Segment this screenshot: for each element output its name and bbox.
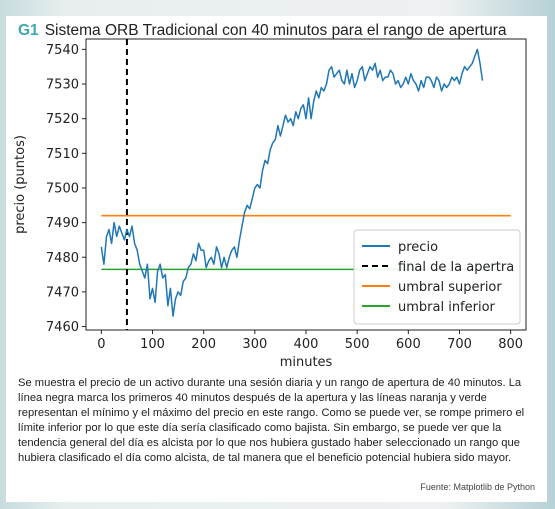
figure-title: G1 Sistema ORB Tradicional con 40 minutos… <box>18 22 507 40</box>
x-tick-label: 400 <box>294 337 319 352</box>
y-tick-label: 7510 <box>46 147 79 162</box>
x-tick-label: 600 <box>396 337 421 352</box>
x-tick-label: 0 <box>97 337 105 352</box>
price-line <box>100 48 484 317</box>
y-tick-label: 7480 <box>46 251 79 266</box>
x-tick-label: 200 <box>191 337 216 352</box>
figure-source: Fuente: Matplotlib de Python <box>420 482 535 492</box>
legend-upper-threshold-label: umbral superior <box>398 280 502 295</box>
x-axis-label: minutes <box>280 355 333 366</box>
y-tick-label: 7520 <box>46 112 79 127</box>
legend-lower-threshold-label: umbral inferior <box>398 300 496 315</box>
x-tick-label: 800 <box>498 337 523 352</box>
x-tick-label: 500 <box>345 337 370 352</box>
legend-box <box>353 229 521 325</box>
y-tick-label: 7460 <box>46 320 79 335</box>
y-axis-label: precio (puntos) <box>13 135 28 234</box>
x-tick-label: 100 <box>140 337 165 352</box>
y-tick-label: 7490 <box>46 216 79 231</box>
legend-opening-end-label: final de la apertra <box>398 260 514 275</box>
y-tick-label: 7530 <box>46 78 79 93</box>
y-tick-label: 7540 <box>46 43 79 58</box>
legend-price-label: precio <box>398 240 438 255</box>
figure-title-text: Sistema ORB Tradicional con 40 minutos p… <box>44 22 507 39</box>
y-tick-label: 7500 <box>46 181 79 196</box>
x-tick-label: 300 <box>242 337 267 352</box>
figure-card: G1 Sistema ORB Tradicional con 40 minutos… <box>6 16 547 502</box>
figure-caption: Se muestra el precio de un activo durant… <box>18 377 525 464</box>
price-chart: 0 100 200 300 400 500 600 700 800 7460 7470 7480 749… <box>13 38 527 366</box>
x-tick-label: 700 <box>447 337 472 352</box>
figure-tag: G1 <box>18 22 39 39</box>
y-tick-label: 7470 <box>46 285 79 300</box>
